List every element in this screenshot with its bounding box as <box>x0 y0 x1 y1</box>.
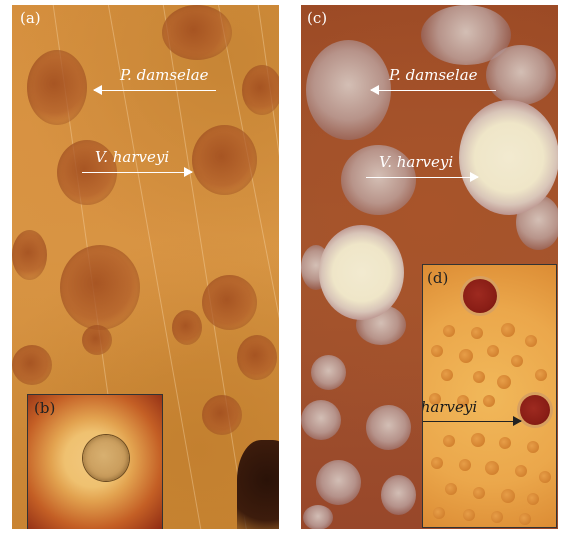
colony-v-harveyi-large <box>459 100 558 215</box>
colony <box>441 369 453 381</box>
colony <box>527 493 539 505</box>
dark-debris <box>237 440 279 529</box>
panel-label-b: (b) <box>34 399 56 417</box>
colony <box>511 355 523 367</box>
colony <box>485 461 499 475</box>
colony <box>483 395 495 407</box>
colony <box>519 513 531 525</box>
colony <box>487 345 499 357</box>
panel-label-a: (a) <box>20 9 41 27</box>
colony <box>192 125 257 195</box>
colony <box>499 437 511 449</box>
colony <box>471 327 483 339</box>
photo-panel-c: (c) P. damselae V. harveyi <box>301 5 558 529</box>
label-v-harveyi-a: V. harveyi <box>95 148 170 166</box>
colony <box>429 393 441 405</box>
colony <box>60 245 140 330</box>
colony <box>242 65 279 115</box>
colony <box>491 511 503 523</box>
colony <box>486 45 556 105</box>
arrow-p-damselae-a <box>93 85 216 95</box>
colony <box>316 460 361 505</box>
colony <box>202 275 257 330</box>
colony <box>433 507 445 519</box>
colony <box>381 475 416 515</box>
colony <box>459 349 473 363</box>
colony <box>443 325 455 337</box>
panel-label-d: (d) <box>427 269 449 287</box>
colony <box>27 50 87 125</box>
colony <box>237 335 277 380</box>
colony <box>12 345 52 385</box>
isolated-colony <box>83 435 129 481</box>
colony <box>501 323 515 337</box>
colony <box>431 457 443 469</box>
colony <box>463 509 475 521</box>
colony <box>431 345 443 357</box>
colony <box>301 400 341 440</box>
colony <box>459 459 471 471</box>
colony <box>535 369 547 381</box>
colony <box>366 405 411 450</box>
label-p-damselae-a: P. damselae <box>120 66 209 84</box>
colony <box>82 325 112 355</box>
colony <box>473 487 485 499</box>
panel-label-c: (c) <box>307 9 328 27</box>
colony <box>303 505 333 529</box>
label-v-harveyi-d: V. harveyi <box>422 398 478 416</box>
arrow-p-damselae-c <box>370 85 496 95</box>
label-v-harveyi-c: V. harveyi <box>379 153 454 171</box>
colony-v-harveyi-large <box>319 225 404 320</box>
colony <box>525 335 537 347</box>
colony <box>527 441 539 453</box>
colony <box>443 435 455 447</box>
colony <box>12 230 47 280</box>
colony <box>172 310 202 345</box>
colony <box>497 375 511 389</box>
colony <box>471 433 485 447</box>
label-p-damselae-c: P. damselae <box>389 66 478 84</box>
colony <box>473 371 485 383</box>
arrow-v-harveyi-a <box>82 167 193 177</box>
colony <box>445 483 457 495</box>
inset-panel-b: (b) <box>27 394 163 529</box>
colony <box>515 465 527 477</box>
colony <box>311 355 346 390</box>
photo-panel-a: (a) P. damselae V. harveyi (b) <box>12 5 279 529</box>
colony <box>457 395 469 407</box>
arrow-v-harveyi-d <box>423 416 522 426</box>
inset-panel-d: (d) V. harveyi <box>422 264 557 528</box>
colony <box>341 145 416 215</box>
arrow-v-harveyi-c <box>366 172 479 182</box>
red-colony-v-harveyi <box>520 395 550 425</box>
colony <box>501 489 515 503</box>
colony <box>539 471 551 483</box>
colony <box>162 5 232 60</box>
red-colony <box>463 279 497 313</box>
colony <box>202 395 242 435</box>
